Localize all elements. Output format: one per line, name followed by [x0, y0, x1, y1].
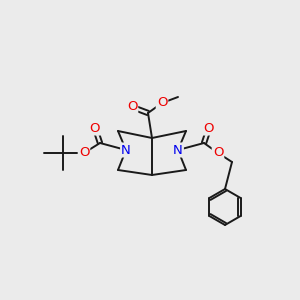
Text: N: N	[121, 143, 131, 157]
Text: N: N	[173, 143, 183, 157]
Text: O: O	[90, 122, 100, 134]
Text: O: O	[204, 122, 214, 134]
Text: O: O	[213, 146, 223, 160]
Text: O: O	[157, 97, 167, 110]
Text: O: O	[127, 100, 137, 113]
Text: O: O	[79, 146, 89, 160]
